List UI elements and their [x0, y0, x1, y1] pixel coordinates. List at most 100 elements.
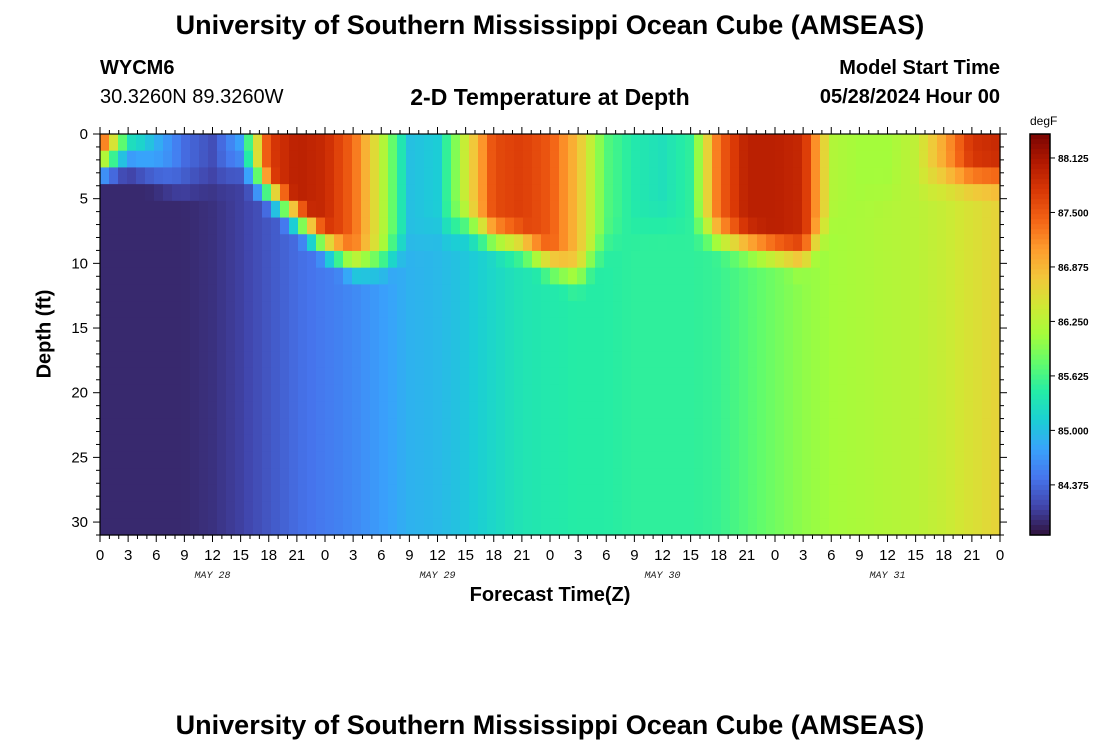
heatmap-cell — [190, 334, 200, 352]
heatmap-cell — [244, 418, 254, 436]
heatmap-cell — [667, 284, 677, 302]
heatmap-cell — [217, 434, 227, 453]
heatmap-cell — [712, 184, 722, 202]
heatmap-cell — [235, 451, 245, 469]
heatmap-cell — [109, 384, 119, 402]
heatmap-cell — [163, 451, 173, 469]
heatmap-cell — [514, 451, 524, 469]
heatmap-cell — [379, 384, 389, 402]
heatmap-cell — [730, 468, 740, 486]
heatmap-cell — [631, 401, 641, 419]
heatmap-cell — [883, 167, 893, 185]
heatmap-cell — [415, 184, 425, 202]
heatmap-cell — [226, 167, 236, 185]
heatmap-cell — [973, 434, 983, 453]
heatmap-cell — [136, 451, 146, 469]
heatmap-cell — [352, 234, 362, 252]
heatmap-cell — [343, 234, 353, 252]
heatmap-cell — [145, 367, 155, 386]
heatmap-cell — [208, 351, 218, 369]
heatmap-cell — [811, 267, 821, 285]
heatmap-cell — [604, 317, 614, 336]
heatmap-cell — [415, 217, 425, 235]
heatmap-cell — [793, 284, 803, 302]
heatmap-cell — [757, 267, 767, 285]
heatmap-cell — [865, 451, 875, 469]
heatmap-cell — [352, 284, 362, 302]
heatmap-cell — [559, 434, 569, 453]
heatmap-cell — [397, 200, 407, 219]
heatmap-cell — [190, 401, 200, 419]
heatmap-cell — [523, 250, 533, 269]
heatmap-cell — [775, 250, 785, 269]
heatmap-cell — [199, 317, 209, 336]
heatmap-cell — [775, 167, 785, 185]
heatmap-cell — [514, 518, 524, 536]
heatmap-cell — [370, 150, 380, 169]
heatmap-cell — [676, 351, 686, 369]
heatmap-cell — [154, 351, 164, 369]
heatmap-cell — [487, 150, 497, 169]
heatmap-cell — [604, 367, 614, 386]
heatmap-cell — [316, 501, 326, 519]
heatmap-cell — [163, 184, 173, 202]
heatmap-cell — [865, 384, 875, 402]
heatmap-cell — [865, 217, 875, 235]
heatmap-cell — [181, 451, 191, 469]
heatmap-cell — [460, 501, 470, 519]
heatmap-cell — [613, 317, 623, 336]
heatmap-cell — [982, 267, 992, 285]
heatmap-cell — [361, 234, 371, 252]
heatmap-cell — [388, 284, 398, 302]
heatmap-cell — [829, 384, 839, 402]
heatmap-cell — [568, 200, 578, 219]
heatmap-cell — [460, 518, 470, 536]
heatmap-cell — [442, 351, 452, 369]
heatmap-cell — [361, 150, 371, 169]
colorbar-segment — [1030, 224, 1050, 230]
heatmap-cell — [388, 384, 398, 402]
heatmap-cell — [955, 317, 965, 336]
heatmap-cell — [730, 367, 740, 386]
heatmap-cell — [649, 384, 659, 402]
heatmap-cell — [235, 184, 245, 202]
heatmap-cell — [253, 367, 263, 386]
heatmap-cell — [991, 468, 1001, 486]
heatmap-cell — [307, 217, 317, 235]
heatmap-cell — [244, 518, 254, 536]
heatmap-cell — [649, 351, 659, 369]
heatmap-cell — [739, 367, 749, 386]
heatmap-cell — [550, 451, 560, 469]
heatmap-cell — [739, 468, 749, 486]
heatmap-cell — [586, 134, 596, 152]
heatmap-cell — [721, 217, 731, 235]
heatmap-cell — [568, 518, 578, 536]
heatmap-cell — [991, 184, 1001, 202]
heatmap-cell — [172, 484, 182, 503]
colorbar-segment — [1030, 509, 1050, 516]
heatmap-cell — [604, 518, 614, 536]
heatmap-cell — [541, 284, 551, 302]
heatmap-cell — [208, 367, 218, 386]
heatmap-cell — [298, 250, 308, 269]
heatmap-cell — [433, 384, 443, 402]
heatmap-cell — [550, 401, 560, 419]
heatmap-cell — [451, 317, 461, 336]
heatmap-cell — [811, 401, 821, 419]
heatmap-cell — [289, 468, 299, 486]
heatmap-cell — [775, 184, 785, 202]
heatmap-cell — [730, 451, 740, 469]
heatmap-cell — [568, 451, 578, 469]
heatmap-cell — [802, 134, 812, 152]
heatmap-cell — [343, 167, 353, 185]
colorbar-segment — [1030, 394, 1050, 401]
heatmap-cell — [280, 418, 290, 436]
heatmap-cell — [190, 317, 200, 336]
heatmap-cell — [793, 484, 803, 503]
heatmap-cell — [172, 434, 182, 453]
heatmap-cell — [847, 184, 857, 202]
heatmap-cell — [766, 401, 776, 419]
heatmap-cell — [487, 468, 497, 486]
heatmap-cell — [910, 384, 920, 402]
heatmap-cell — [550, 301, 560, 319]
